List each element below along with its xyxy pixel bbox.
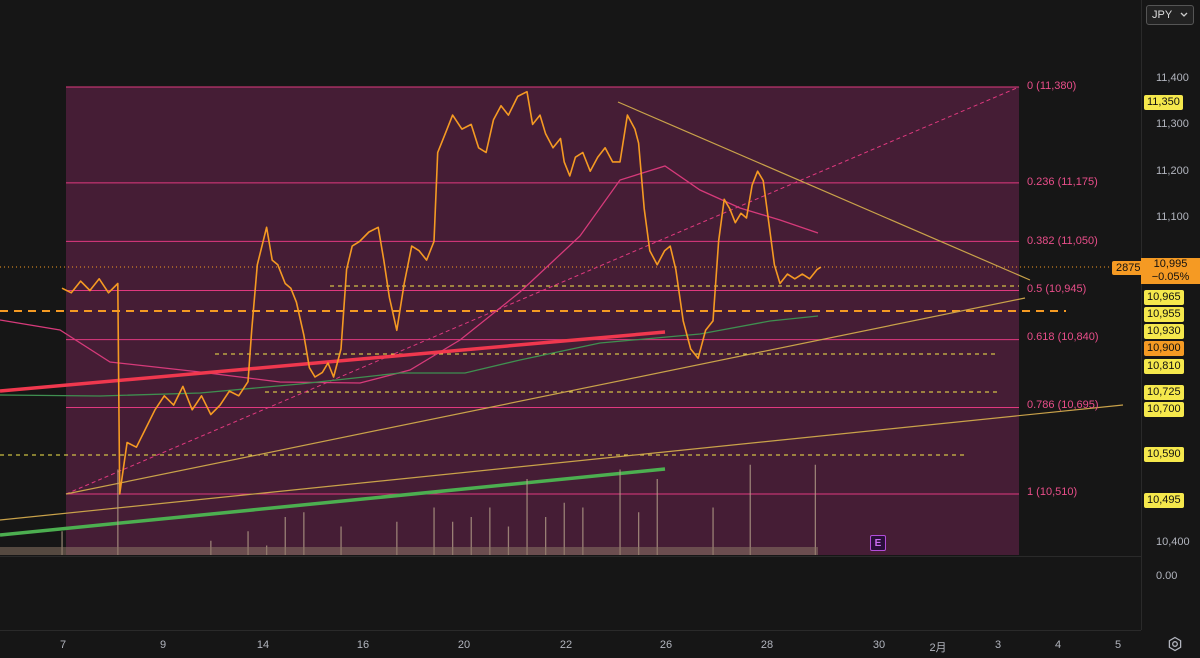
price-tag: 10,590: [1144, 447, 1184, 462]
resistance-trendline: [617, 101, 1031, 281]
earnings-event-icon[interactable]: E: [870, 535, 886, 551]
price-tick: 11,200: [1156, 165, 1189, 177]
price-tick: 11,300: [1156, 118, 1189, 130]
moving-average-magenta: [0, 165, 819, 384]
currency-label: JPY: [1152, 9, 1173, 21]
fib-label-0: 0 (11,380): [1027, 80, 1077, 92]
time-tick: 7: [59, 639, 67, 651]
price-tag: 10,955: [1144, 307, 1184, 322]
chart-pane[interactable]: [0, 0, 1141, 600]
time-axis[interactable]: 7 9 14 16 20 22 26 28 30 2月 3 4 5: [0, 630, 1141, 658]
fib-label-1: 1 (10,510): [1027, 486, 1078, 498]
support-trendline: [65, 297, 1026, 495]
volume-bar: [749, 464, 751, 555]
price-tag: 10,700: [1144, 402, 1184, 417]
volume-bar: [247, 531, 249, 555]
long-support-trendline: [0, 404, 1124, 521]
volume-bar: [526, 479, 528, 555]
price-tag: 10,900: [1144, 341, 1184, 356]
fib-trend-line: [65, 86, 1020, 495]
time-tick: 14: [256, 639, 270, 651]
moving-average-red: [0, 330, 666, 393]
volume-bar: [656, 479, 658, 555]
price-tag: 10,965: [1144, 290, 1184, 305]
volume-bar: [61, 531, 63, 555]
volume-bar: [396, 521, 398, 555]
time-tick: 22: [559, 639, 573, 651]
gear-icon[interactable]: [1167, 636, 1183, 652]
volume-tick: 0.00: [1156, 570, 1178, 582]
moving-average-green: [0, 467, 666, 537]
price-series-line: [61, 90, 822, 495]
price-tag: 10,495: [1144, 493, 1184, 508]
volume-bar: [563, 502, 565, 555]
time-tick: 28: [760, 639, 774, 651]
volume-bar: [470, 517, 472, 555]
volume-bar: [452, 521, 454, 555]
pane-separator[interactable]: [0, 556, 1141, 557]
last-price-label: 10,995 −0.05%: [1141, 258, 1200, 284]
volume-bar: [712, 507, 714, 555]
time-tick: 4: [1054, 639, 1062, 651]
volume-bar: [284, 517, 286, 555]
fib-label-0236: 0.236 (11,175): [1027, 176, 1098, 188]
fib-retracement-zone: [66, 87, 1019, 555]
last-price: 10,995: [1153, 258, 1188, 270]
volume-bar: [638, 512, 640, 555]
volume-bar: [545, 517, 547, 555]
volume-bar: [303, 512, 305, 555]
fib-label-05: 0.5 (10,945): [1027, 283, 1087, 295]
volume-bar: [489, 507, 491, 555]
time-tick: 20: [457, 639, 471, 651]
time-tick: 5: [1114, 639, 1122, 651]
price-tag: 10,810: [1144, 359, 1184, 374]
price-tick: 11,100: [1156, 211, 1189, 223]
volume-bar: [619, 469, 621, 555]
fib-label-0786: 0.786 (10,695): [1027, 399, 1099, 411]
volume-bar: [507, 526, 510, 555]
price-tag: 11,350: [1144, 95, 1183, 110]
time-tick: 16: [356, 639, 370, 651]
time-tick: 9: [159, 639, 167, 651]
price-chart[interactable]: [0, 0, 1141, 600]
currency-selector[interactable]: JPY: [1146, 5, 1194, 25]
volume-bar: [433, 507, 435, 555]
time-tick: 26: [659, 639, 673, 651]
price-tick: 11,400: [1156, 72, 1189, 84]
volume-bar: [117, 469, 119, 555]
moving-average-green-thin: [0, 315, 819, 397]
bar-count-badge: 2875: [1112, 261, 1145, 275]
fib-label-0382: 0.382 (11,050): [1027, 235, 1098, 247]
volume-bar: [340, 526, 342, 555]
volume-bar: [582, 507, 584, 555]
last-price-change: −0.05%: [1151, 271, 1190, 283]
volume-bar: [814, 464, 816, 555]
chevron-down-icon: [1180, 12, 1188, 17]
price-axis[interactable]: 11,400 11,300 11,200 11,100 10,400 0.00 …: [1141, 0, 1200, 630]
time-tick: 3: [994, 639, 1002, 651]
time-tick: 2月: [929, 642, 947, 654]
price-tick: 10,400: [1156, 536, 1190, 548]
volume-base: [0, 547, 818, 555]
fib-label-0618: 0.618 (10,840): [1027, 331, 1099, 343]
price-tag: 10,725: [1144, 385, 1184, 400]
price-tag: 10,930: [1144, 324, 1184, 339]
time-tick: 30: [872, 639, 886, 651]
